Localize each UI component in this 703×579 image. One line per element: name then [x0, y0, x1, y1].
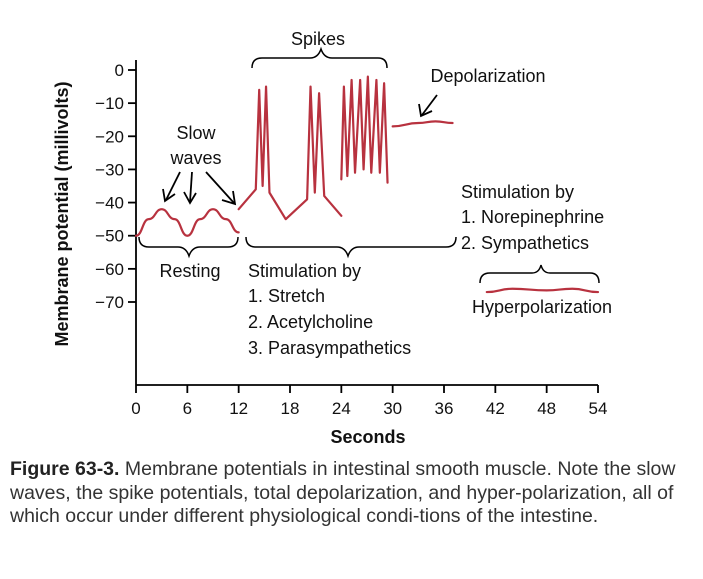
stimulation-bracket — [245, 236, 457, 259]
y-tick-label: −20 — [95, 127, 124, 146]
x-tick-label: 36 — [435, 399, 454, 418]
arrow-2-icon — [189, 171, 193, 203]
depolarization-arrow — [418, 94, 438, 118]
x-tick-label: 24 — [332, 399, 351, 418]
traces — [134, 75, 600, 294]
y-tick-label: −10 — [95, 94, 124, 113]
slow-waves-label-line2: waves — [169, 148, 221, 168]
sympathetic-item-1: 1. Norepinephrine — [461, 207, 604, 227]
arrowhead-2-icon — [183, 191, 197, 205]
arrowhead-3-icon — [221, 190, 237, 206]
y-tick-label: −70 — [95, 293, 124, 312]
y-tick-label: −60 — [95, 260, 124, 279]
x-tick-label: 54 — [589, 399, 608, 418]
x-tick-label: 12 — [229, 399, 248, 418]
arrow-3-icon — [205, 171, 235, 204]
y-tick-label: −40 — [95, 194, 124, 213]
stimulation-item-3: 3. Parasympathetics — [248, 338, 411, 358]
y-tick-label: −30 — [95, 160, 124, 179]
x-axis-title: Seconds — [330, 427, 405, 447]
x-tick-label: 42 — [486, 399, 505, 418]
y-axis-title: Membrane potential (millivolts) — [52, 81, 72, 346]
y-tick-label: 0 — [115, 61, 124, 80]
trace-stimulation — [237, 85, 343, 221]
membrane-potential-chart: 0 −10 −20 −30 −40 −50 −60 −70 0 6 12 18 24 30 36 42 48 5… — [52, 29, 612, 447]
sympathetic-item-2: 2. Sympathetics — [461, 233, 589, 253]
stimulation-item-2: 2. Acetylcholine — [248, 312, 373, 332]
trace-depolarization — [391, 120, 454, 128]
arrowhead-1-icon — [162, 188, 176, 203]
x-tick-label: 18 — [281, 399, 300, 418]
y-tick-label: −50 — [95, 227, 124, 246]
x-tick-label: 30 — [383, 399, 402, 418]
x-tick-label: 0 — [131, 399, 140, 418]
arrow-depol-icon — [421, 94, 438, 116]
resting-bracket — [138, 236, 239, 259]
stimulation-item-1: 1. Stretch — [248, 286, 325, 306]
slow-waves-arrows — [162, 171, 237, 206]
caption-text: Membrane potentials in intestinal smooth… — [10, 458, 676, 527]
trace-hyperpolarization — [485, 287, 600, 294]
resting-label: Resting — [159, 261, 220, 281]
stimulation-title: Stimulation by — [248, 261, 361, 281]
trace-resting — [134, 208, 240, 237]
x-ticks: 0 6 12 18 24 30 36 42 48 54 — [131, 385, 607, 418]
depolarization-label: Depolarization — [430, 66, 545, 86]
figure-caption: Figure 63-3. Membrane potentials in inte… — [10, 458, 686, 529]
hyperpolarization-bracket — [479, 264, 600, 284]
slow-waves-label-line1: Slow — [176, 123, 216, 143]
x-tick-label: 6 — [183, 399, 192, 418]
arrowhead-depol-icon — [418, 103, 433, 118]
hyperpolarization-label: Hyperpolarization — [472, 297, 612, 317]
sympathetic-title: Stimulation by — [461, 182, 574, 202]
caption-label: Figure 63-3. — [10, 458, 120, 480]
x-tick-label: 48 — [537, 399, 556, 418]
y-ticks: 0 −10 −20 −30 −40 −50 −60 −70 — [95, 61, 136, 312]
spikes-label: Spikes — [291, 29, 345, 49]
arrow-1-icon — [165, 171, 181, 201]
trace-spikes — [340, 75, 389, 184]
spikes-bracket — [251, 46, 388, 69]
figure: 0 −10 −20 −30 −40 −50 −60 −70 0 6 12 18 24 30 36 42 48 5… — [52, 29, 612, 447]
